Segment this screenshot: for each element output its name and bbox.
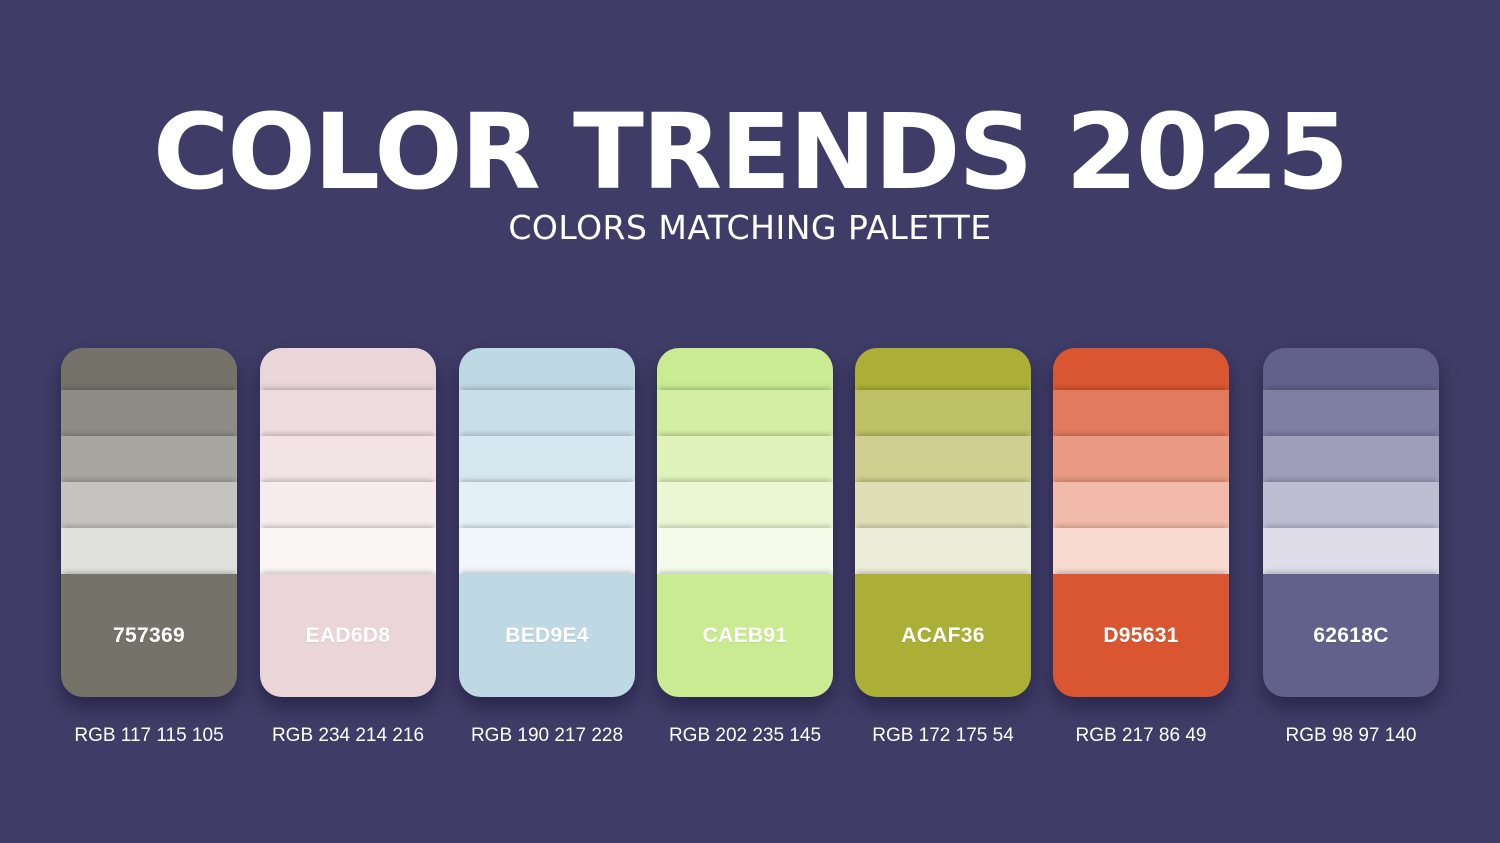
palette-card-d95631: D95631 (1053, 348, 1229, 697)
palette-shade-3 (1263, 436, 1439, 482)
palette-shade-2 (657, 390, 833, 436)
palette-card-caeb91: CAEB91 (657, 348, 833, 697)
palette-hex-code: 757369 (113, 623, 185, 647)
palette-shade-4 (855, 482, 1031, 528)
palette-shade-5 (657, 528, 833, 574)
palette-card-62618c: 62618C (1263, 348, 1439, 697)
palette-shade-1 (1053, 348, 1229, 390)
palette-swatch-main: CAEB91 (657, 574, 833, 697)
palette-hex-code: 62618C (1313, 623, 1389, 647)
palette-shade-4 (260, 482, 436, 528)
palette-shade-5 (459, 528, 635, 574)
palette-shade-4 (459, 482, 635, 528)
palette-shade-1 (61, 348, 237, 390)
palette-shade-1 (1263, 348, 1439, 390)
palette-shade-2 (855, 390, 1031, 436)
palette-shade-5 (1263, 528, 1439, 574)
palette-shade-1 (260, 348, 436, 390)
palette-shade-3 (855, 436, 1031, 482)
palette-shade-3 (260, 436, 436, 482)
palette-hex-code: ACAF36 (901, 623, 985, 647)
palette-rgb-label: RGB 190 217 228 (470, 725, 624, 746)
palette-shade-2 (260, 390, 436, 436)
palette-shade-1 (459, 348, 635, 390)
palette-card-ead6d8: EAD6D8 (260, 348, 436, 697)
palette-shade-5 (61, 528, 237, 574)
palette-swatch-main: 757369 (61, 574, 237, 697)
palette-shade-3 (459, 436, 635, 482)
palette-shade-3 (1053, 436, 1229, 482)
palette-swatch-main: 62618C (1263, 574, 1439, 697)
palette-shade-4 (61, 482, 237, 528)
palette-shade-5 (1053, 528, 1229, 574)
palette-shade-1 (657, 348, 833, 390)
palette-rgb-label: RGB 234 214 216 (271, 725, 425, 746)
palette-shade-2 (61, 390, 237, 436)
palette-card-757369: 757369 (61, 348, 237, 697)
palette-shade-3 (61, 436, 237, 482)
palette-swatch-main: BED9E4 (459, 574, 635, 697)
palette-shade-4 (1263, 482, 1439, 528)
palette-swatch-main: EAD6D8 (260, 574, 436, 697)
palette-rgb-label: RGB 217 86 49 (1075, 725, 1207, 746)
palette-rgb-label: RGB 202 235 145 (668, 725, 822, 746)
palette-card-acaf36: ACAF36 (855, 348, 1031, 697)
page-subtitle: COLORS MATCHING PALETTE (508, 208, 992, 247)
palette-shade-4 (657, 482, 833, 528)
palette-shade-5 (260, 528, 436, 574)
palette-shade-5 (855, 528, 1031, 574)
palette-rgb-label: RGB 172 175 54 (872, 725, 1014, 746)
palette-hex-code: BED9E4 (505, 623, 589, 647)
palette-shade-2 (1053, 390, 1229, 436)
palette-rgb-label: RGB 117 115 105 (74, 725, 224, 746)
palette-swatch-main: ACAF36 (855, 574, 1031, 697)
palette-swatch-main: D95631 (1053, 574, 1229, 697)
palette-shade-2 (459, 390, 635, 436)
palette-shade-1 (855, 348, 1031, 390)
palette-shade-2 (1263, 390, 1439, 436)
palette-rgb-label: RGB 98 97 140 (1285, 725, 1417, 746)
page-title: COLOR TRENDS 2025 (153, 91, 1349, 213)
palette-hex-code: D95631 (1103, 623, 1179, 647)
palette-hex-code: EAD6D8 (305, 623, 391, 647)
palette-shade-4 (1053, 482, 1229, 528)
palette-card-bed9e4: BED9E4 (459, 348, 635, 697)
palette-shade-3 (657, 436, 833, 482)
palette-hex-code: CAEB91 (702, 623, 788, 647)
